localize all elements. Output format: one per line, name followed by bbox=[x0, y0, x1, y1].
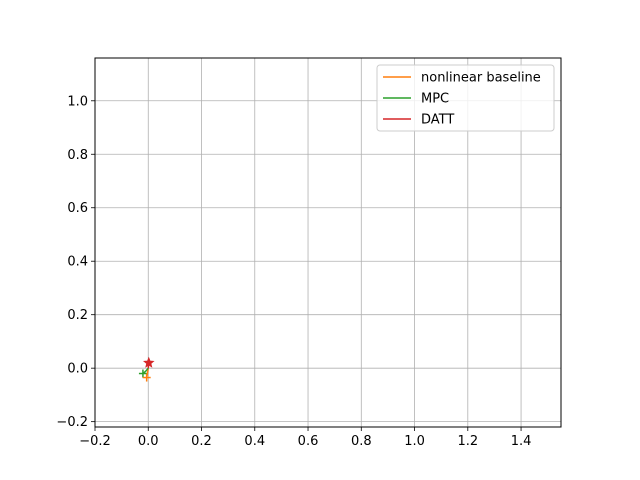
y-tick-label: 0.6 bbox=[67, 201, 88, 216]
start-star-marker bbox=[143, 356, 155, 368]
x-tick-label: −0.2 bbox=[79, 434, 111, 449]
x-tick-label: 0.2 bbox=[191, 434, 212, 449]
legend-label: DATT bbox=[421, 113, 454, 128]
legend-label: nonlinear baseline bbox=[421, 71, 541, 86]
y-tick-label: 0.0 bbox=[67, 362, 88, 377]
series-group bbox=[138, 356, 155, 382]
y-tick-label: −0.2 bbox=[56, 415, 88, 430]
y-tick-label: 1.0 bbox=[67, 94, 88, 109]
y-tick-label: 0.4 bbox=[67, 255, 88, 270]
legend-box bbox=[376, 64, 555, 132]
plus-marker bbox=[142, 373, 151, 382]
plot-frame bbox=[94, 57, 562, 428]
x-tick-label: 1.2 bbox=[457, 434, 478, 449]
axis-ticks: −0.2 0.0 0.2 0.4 0.6 0.8 1.0 1.2 1.4 −0.2 0.0 0.2 0.… bbox=[56, 94, 531, 449]
y-tick-label: 0.8 bbox=[67, 148, 88, 163]
x-tick-label: 1.4 bbox=[511, 434, 532, 449]
x-tick-label: 0.8 bbox=[351, 434, 372, 449]
y-tick-label: 0.2 bbox=[67, 308, 88, 323]
legend: nonlinear baseline MPC DATT bbox=[376, 64, 555, 132]
legend-label: MPC bbox=[421, 92, 449, 107]
x-tick-label: 0.4 bbox=[244, 434, 265, 449]
x-tick-label: 1.0 bbox=[404, 434, 425, 449]
x-tick-label: 0.6 bbox=[298, 434, 319, 449]
plus-marker bbox=[138, 369, 147, 378]
x-tick-label: 0.0 bbox=[138, 434, 159, 449]
